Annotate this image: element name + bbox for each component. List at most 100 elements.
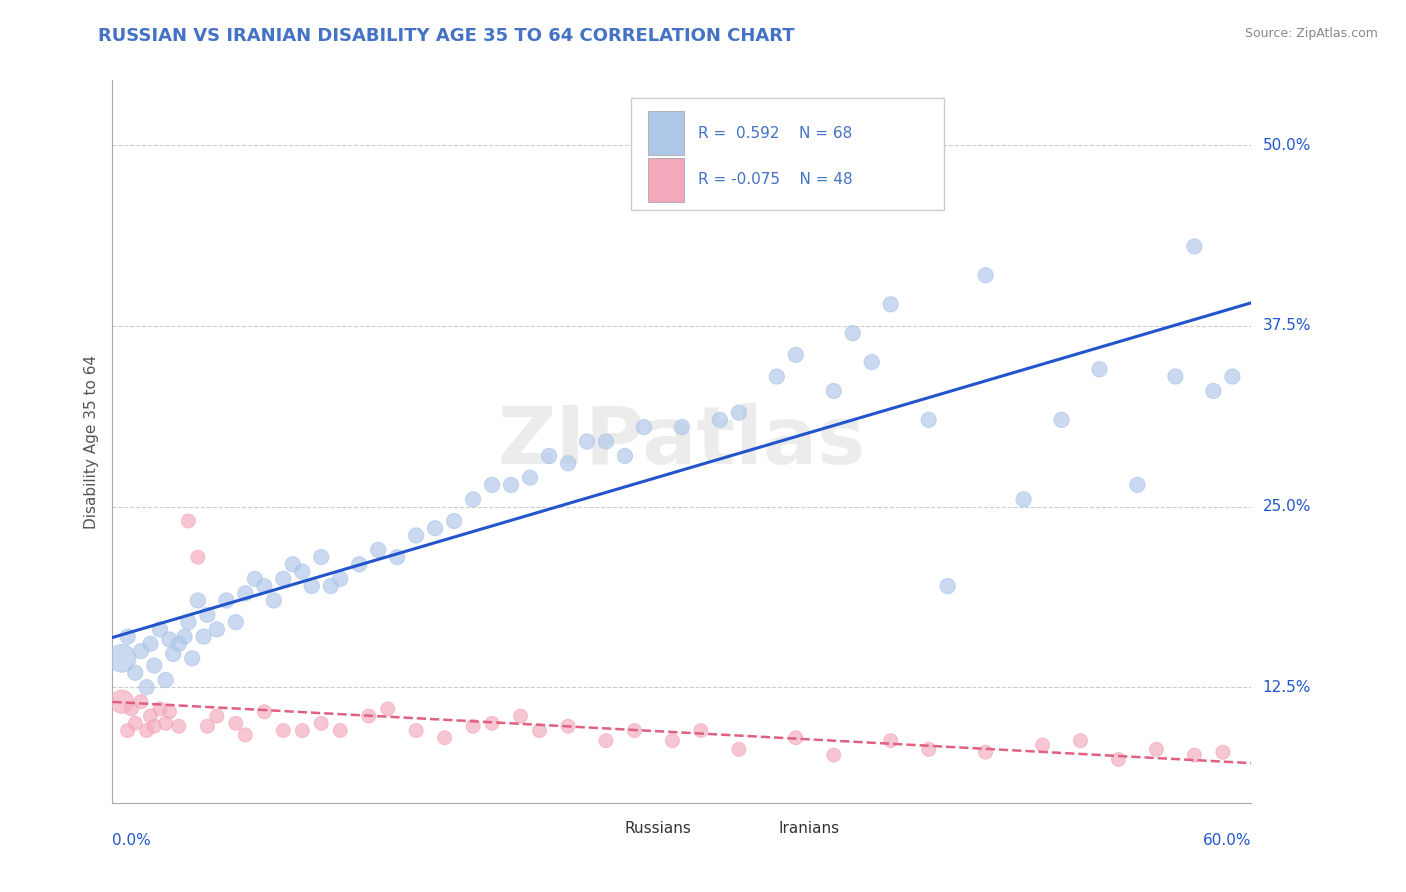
Point <box>709 413 731 427</box>
Point <box>193 630 215 644</box>
Point <box>159 632 180 647</box>
FancyBboxPatch shape <box>745 815 769 843</box>
Point <box>918 413 941 427</box>
Point <box>443 514 465 528</box>
Point <box>1220 369 1243 384</box>
Point <box>225 716 247 731</box>
Point <box>576 434 599 449</box>
Point <box>117 723 139 738</box>
Point <box>215 593 238 607</box>
Point <box>235 586 257 600</box>
Text: Source: ZipAtlas.com: Source: ZipAtlas.com <box>1244 27 1378 40</box>
Point <box>823 384 845 398</box>
Point <box>613 449 636 463</box>
Point <box>1108 752 1130 766</box>
Point <box>633 420 655 434</box>
Point <box>195 607 219 622</box>
Point <box>860 355 883 369</box>
Point <box>880 733 903 747</box>
Point <box>405 723 427 738</box>
Point <box>357 709 380 723</box>
Text: RUSSIAN VS IRANIAN DISABILITY AGE 35 TO 64 CORRELATION CHART: RUSSIAN VS IRANIAN DISABILITY AGE 35 TO … <box>98 27 794 45</box>
Point <box>124 716 146 731</box>
Point <box>785 348 807 362</box>
Point <box>167 637 190 651</box>
Point <box>319 579 342 593</box>
Point <box>595 434 617 449</box>
Point <box>519 471 541 485</box>
Point <box>187 593 209 607</box>
Point <box>557 456 579 470</box>
Point <box>253 705 276 719</box>
Point <box>1184 239 1206 253</box>
Point <box>135 680 157 694</box>
Point <box>501 478 523 492</box>
Point <box>291 565 314 579</box>
Text: 12.5%: 12.5% <box>1263 680 1310 695</box>
Point <box>205 709 228 723</box>
Point <box>135 723 157 738</box>
Point <box>689 723 711 738</box>
FancyBboxPatch shape <box>631 98 943 211</box>
FancyBboxPatch shape <box>648 112 685 154</box>
Point <box>974 745 997 759</box>
Point <box>173 630 195 644</box>
Point <box>405 528 427 542</box>
Point <box>149 702 172 716</box>
Point <box>235 728 257 742</box>
Text: R = -0.075    N = 48: R = -0.075 N = 48 <box>697 172 852 187</box>
Point <box>1012 492 1035 507</box>
Point <box>225 615 247 630</box>
Point <box>243 572 266 586</box>
Point <box>529 723 551 738</box>
Point <box>1144 742 1167 756</box>
Point <box>195 719 219 733</box>
Point <box>1050 413 1073 427</box>
Point <box>1032 738 1054 752</box>
Point <box>187 550 209 565</box>
Point <box>728 742 751 756</box>
Point <box>765 369 787 384</box>
Point <box>936 579 959 593</box>
Point <box>309 550 333 565</box>
Point <box>461 719 484 733</box>
Point <box>785 731 807 745</box>
Point <box>155 673 177 687</box>
Point <box>155 716 177 731</box>
Point <box>1126 478 1149 492</box>
Point <box>918 742 941 756</box>
Point <box>263 593 285 607</box>
Text: 25.0%: 25.0% <box>1263 499 1310 514</box>
Point <box>433 731 456 745</box>
FancyBboxPatch shape <box>591 815 616 843</box>
Point <box>253 579 276 593</box>
Point <box>595 733 617 747</box>
Point <box>139 709 162 723</box>
Point <box>121 702 143 716</box>
Point <box>111 651 134 665</box>
Point <box>159 705 180 719</box>
Point <box>425 521 447 535</box>
Point <box>129 644 152 658</box>
Point <box>880 297 903 311</box>
Point <box>309 716 333 731</box>
Point <box>661 733 683 747</box>
Point <box>162 647 184 661</box>
Point <box>167 719 190 733</box>
Point <box>1212 745 1234 759</box>
Point <box>377 702 399 716</box>
Point <box>177 514 200 528</box>
Point <box>129 695 152 709</box>
Point <box>329 723 352 738</box>
Point <box>461 492 484 507</box>
Point <box>117 630 139 644</box>
Point <box>205 623 228 637</box>
Point <box>271 723 295 738</box>
Text: 37.5%: 37.5% <box>1263 318 1310 334</box>
Point <box>509 709 531 723</box>
Point <box>177 615 200 630</box>
Point <box>481 716 503 731</box>
Point <box>537 449 560 463</box>
Point <box>671 420 693 434</box>
Point <box>281 558 304 572</box>
